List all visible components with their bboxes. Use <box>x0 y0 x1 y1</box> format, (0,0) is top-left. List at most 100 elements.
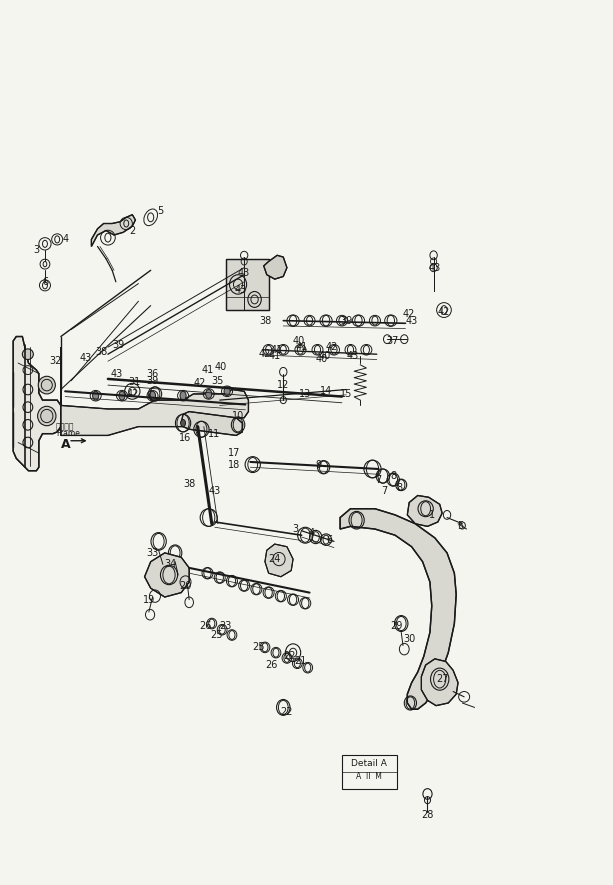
Polygon shape <box>421 658 458 705</box>
Circle shape <box>181 419 186 427</box>
Text: 7: 7 <box>376 474 382 485</box>
Text: 5: 5 <box>157 206 163 216</box>
Text: 31: 31 <box>128 377 140 388</box>
Text: 37: 37 <box>386 336 398 346</box>
Text: 43: 43 <box>428 263 441 273</box>
Text: 8: 8 <box>390 471 397 481</box>
Circle shape <box>180 391 186 400</box>
Text: 21: 21 <box>294 657 306 666</box>
Text: 41: 41 <box>202 366 214 375</box>
Text: 39: 39 <box>112 341 124 350</box>
Text: 43: 43 <box>208 486 221 496</box>
Text: 41: 41 <box>271 345 283 355</box>
Text: 9: 9 <box>316 459 322 470</box>
Text: 14: 14 <box>320 386 332 396</box>
Text: 26: 26 <box>265 660 277 670</box>
Text: 42: 42 <box>193 378 206 389</box>
Text: 28: 28 <box>421 810 433 820</box>
Text: 42: 42 <box>126 389 139 399</box>
Text: 43: 43 <box>79 353 91 363</box>
Text: 42: 42 <box>326 342 338 352</box>
Text: 11: 11 <box>207 428 219 439</box>
Text: 15: 15 <box>340 389 352 399</box>
Polygon shape <box>264 255 287 279</box>
Text: 13: 13 <box>299 389 311 399</box>
Text: 42: 42 <box>259 350 271 359</box>
Ellipse shape <box>37 406 56 426</box>
Text: 40: 40 <box>319 351 331 361</box>
Text: 43: 43 <box>111 369 123 379</box>
Text: 32: 32 <box>50 357 62 366</box>
Text: 41: 41 <box>295 342 308 352</box>
Text: 41: 41 <box>268 351 281 361</box>
Text: 22: 22 <box>283 651 295 661</box>
Text: 8: 8 <box>397 483 403 494</box>
Text: 43: 43 <box>405 316 417 326</box>
Text: Frame: Frame <box>56 429 80 438</box>
Polygon shape <box>13 336 61 471</box>
Text: 34: 34 <box>165 559 177 569</box>
Text: 4: 4 <box>62 235 68 244</box>
Text: 39: 39 <box>147 376 159 386</box>
Text: 19: 19 <box>143 595 155 604</box>
Polygon shape <box>340 509 456 709</box>
Text: 43: 43 <box>238 268 250 278</box>
Text: 36: 36 <box>147 369 159 379</box>
Text: 25: 25 <box>210 630 223 640</box>
Text: 23: 23 <box>219 621 232 631</box>
Text: 25: 25 <box>253 643 265 652</box>
Text: フレーム: フレーム <box>56 422 74 431</box>
Bar <box>226 258 268 310</box>
Text: 16: 16 <box>180 433 192 443</box>
Text: 22: 22 <box>281 707 293 717</box>
Polygon shape <box>407 496 442 527</box>
Text: 40: 40 <box>293 336 305 346</box>
Text: 30: 30 <box>403 634 415 643</box>
Ellipse shape <box>38 376 55 394</box>
Text: 6: 6 <box>327 535 333 544</box>
Text: 20: 20 <box>180 581 192 590</box>
Bar <box>226 258 268 310</box>
Text: 42: 42 <box>403 310 416 319</box>
Text: 24: 24 <box>268 554 281 564</box>
Text: 42: 42 <box>438 307 450 317</box>
Text: 2: 2 <box>129 226 135 235</box>
Text: 12: 12 <box>277 380 289 390</box>
Text: 38: 38 <box>183 479 196 489</box>
Text: 29: 29 <box>390 621 403 631</box>
Text: 17: 17 <box>228 448 240 458</box>
Text: 10: 10 <box>232 411 244 421</box>
Text: 18: 18 <box>228 459 240 470</box>
Text: 6: 6 <box>42 277 48 287</box>
Text: A: A <box>61 438 70 450</box>
Text: A  II  M: A II M <box>356 772 382 781</box>
Text: Detail A: Detail A <box>351 759 387 768</box>
Text: 3: 3 <box>33 245 39 255</box>
Text: 33: 33 <box>147 548 159 558</box>
Text: 26: 26 <box>199 621 212 631</box>
Circle shape <box>150 391 156 400</box>
Text: 27: 27 <box>436 674 448 684</box>
Text: 1: 1 <box>428 510 435 519</box>
Text: 43: 43 <box>235 285 247 295</box>
Polygon shape <box>265 544 293 577</box>
Polygon shape <box>181 412 242 435</box>
Circle shape <box>93 391 99 400</box>
Text: 39: 39 <box>340 316 352 326</box>
Text: 4: 4 <box>308 527 314 537</box>
Ellipse shape <box>22 349 33 359</box>
Text: 35: 35 <box>211 376 224 386</box>
Text: 7: 7 <box>381 486 388 496</box>
Polygon shape <box>145 553 189 597</box>
Circle shape <box>224 387 230 396</box>
Text: 3: 3 <box>292 524 299 534</box>
Text: 40: 40 <box>316 354 328 364</box>
Text: 5: 5 <box>457 521 463 531</box>
Circle shape <box>206 389 211 398</box>
Text: 38: 38 <box>259 316 271 326</box>
Text: 38: 38 <box>96 347 108 357</box>
Bar <box>342 755 397 789</box>
Circle shape <box>119 391 125 400</box>
Polygon shape <box>61 347 248 435</box>
Text: 40: 40 <box>215 362 227 372</box>
